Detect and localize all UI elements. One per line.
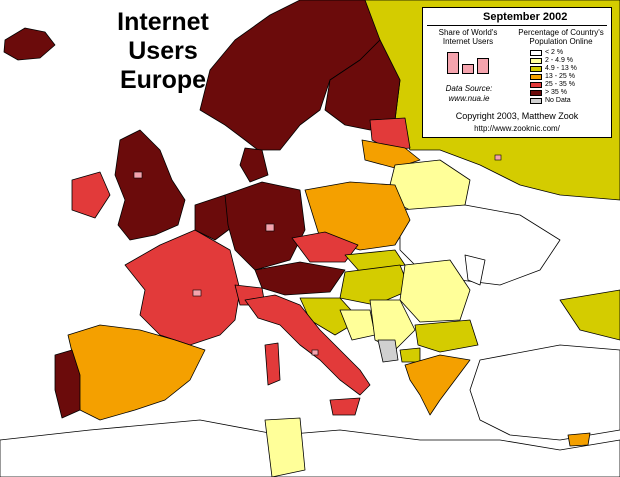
region-benelux <box>194 194 236 241</box>
region-france <box>124 229 241 346</box>
share-bar <box>462 64 474 74</box>
share-marker <box>192 289 202 297</box>
percent-heading: Percentage of Country's Population Onlin… <box>518 28 604 46</box>
region-albania <box>377 339 399 363</box>
legend-swatch <box>530 98 542 104</box>
region-ireland <box>71 171 111 219</box>
region-moldova <box>464 254 486 286</box>
legend-label: 25 - 35 % <box>545 81 575 88</box>
legend-swatch <box>530 82 542 88</box>
map-title-line-1: Internet <box>117 8 209 36</box>
region-tunisia <box>264 417 306 477</box>
share-marker <box>133 171 143 179</box>
legend-label: No Data <box>545 97 571 104</box>
legend-swatch <box>530 58 542 64</box>
legend: September 2002 Share of World's Internet… <box>422 7 612 138</box>
legend-label: < 2 % <box>545 49 564 56</box>
region-cyprus <box>567 432 591 447</box>
region-turkey <box>469 344 620 441</box>
region-portugal <box>54 349 81 419</box>
legend-swatch <box>530 74 542 80</box>
data-source-label: Data Source: <box>445 84 493 93</box>
region-hungary <box>339 264 411 306</box>
legend-swatch <box>530 50 542 56</box>
region-serbia <box>369 299 416 351</box>
legend-label: 13 - 25 % <box>545 73 575 80</box>
region-north-africa <box>0 419 620 477</box>
region-czech <box>291 231 359 263</box>
copyright: Copyright 2003, Matthew Zook <box>455 111 579 121</box>
legend-swatch <box>530 66 542 72</box>
region-sicily <box>329 397 361 416</box>
map-title-line-3: Europe <box>119 66 207 94</box>
share-marker <box>311 349 319 356</box>
share-bar <box>477 58 489 74</box>
share-marker <box>494 154 502 161</box>
legend-title: September 2002 <box>483 11 568 23</box>
map-title-line-2: Users <box>128 37 198 65</box>
region-greece <box>404 354 471 416</box>
legend-label: 2 - 4.9 % <box>545 57 574 64</box>
region-italy <box>244 294 371 396</box>
region-caucasus <box>559 289 620 341</box>
legend-swatch <box>530 90 542 96</box>
legend-label: > 35 % <box>545 89 567 96</box>
region-iceland <box>3 27 56 61</box>
website: http://www.zooknic.com/ <box>474 124 560 133</box>
region-bulgaria <box>414 319 479 353</box>
region-germany <box>224 181 306 271</box>
data-source-url: www.nua.ie <box>448 94 490 103</box>
share-marker <box>265 223 275 232</box>
region-macedonia <box>399 347 421 363</box>
legend-label: 4.9 - 13 % <box>545 65 577 72</box>
legend-divider <box>427 25 607 26</box>
share-bar <box>447 52 459 74</box>
region-sardinia <box>264 342 281 386</box>
share-heading: Share of World's Internet Users <box>438 28 498 46</box>
region-uk <box>114 129 186 241</box>
region-denmark <box>239 147 269 183</box>
